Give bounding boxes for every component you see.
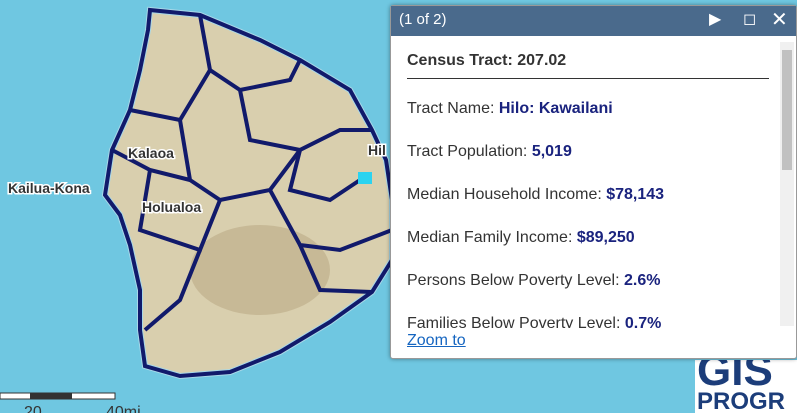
field-row: Persons Below Poverty Level: 2.6%	[407, 272, 769, 294]
place-label: Kailua-Kona	[8, 180, 90, 196]
close-button[interactable]: ✕	[771, 9, 788, 31]
field-label: Median Family Income:	[407, 229, 573, 246]
popup-title: (1 of 2)	[399, 11, 447, 28]
popup-heading: Census Tract: 207.02	[407, 52, 769, 79]
field-value: 5,019	[531, 143, 572, 160]
popup: (1 of 2) ▶ ◻ ✕ Census Tract: 207.02 Trac…	[390, 5, 797, 359]
logo-text: GIS	[697, 360, 773, 395]
scroll-thumb[interactable]	[782, 50, 792, 170]
field-list: Tract Name: Hilo: Kawailani Tract Populat…	[407, 100, 769, 328]
popup-header: (1 of 2) ▶ ◻ ✕	[391, 6, 796, 36]
field-label: Median Household Income:	[407, 186, 602, 203]
selected-tract	[358, 172, 372, 184]
scale-bar: 20 40mi	[0, 392, 141, 413]
field-value: 2.6%	[624, 272, 661, 289]
place-label: Kalaoa	[128, 145, 174, 161]
field-label: Tract Name:	[407, 100, 495, 117]
popup-content: Census Tract: 207.02 Tract Name: Hilo: K…	[407, 36, 769, 328]
field-value: 0.7%	[624, 315, 662, 328]
scrollbar[interactable]	[780, 42, 794, 326]
field-row: Tract Name: Hilo: Kawailani	[407, 100, 769, 122]
field-row: Median Household Income: $78,143	[407, 186, 769, 208]
field-label: Persons Below Poverty Level:	[407, 272, 620, 289]
terrain	[190, 225, 330, 315]
field-row: Median Family Income: $89,250	[407, 229, 769, 251]
zoom-link[interactable]: Zoom to	[407, 332, 466, 349]
next-button[interactable]: ▶	[709, 11, 722, 28]
field-row: Families Below Poverty Level: 0.7%	[407, 315, 769, 328]
place-label: Holualoa	[142, 199, 201, 215]
logo: GIS PROGR	[695, 360, 797, 413]
scale-label: 40mi	[106, 404, 141, 413]
field-value: Hilo: Kawailani	[498, 100, 613, 117]
maximize-button[interactable]: ◻	[743, 11, 757, 28]
field-row: Tract Population: 5,019	[407, 143, 769, 165]
tract-borders	[102, 7, 394, 379]
field-value: $78,143	[606, 186, 665, 203]
logo-text: PROGR	[697, 388, 786, 413]
field-label: Tract Population:	[407, 143, 528, 160]
field-label: Families Below Poverty Level:	[407, 315, 621, 328]
field-value: $89,250	[576, 229, 635, 246]
scale-label: 20	[24, 404, 42, 413]
place-label: Hil	[368, 142, 386, 158]
